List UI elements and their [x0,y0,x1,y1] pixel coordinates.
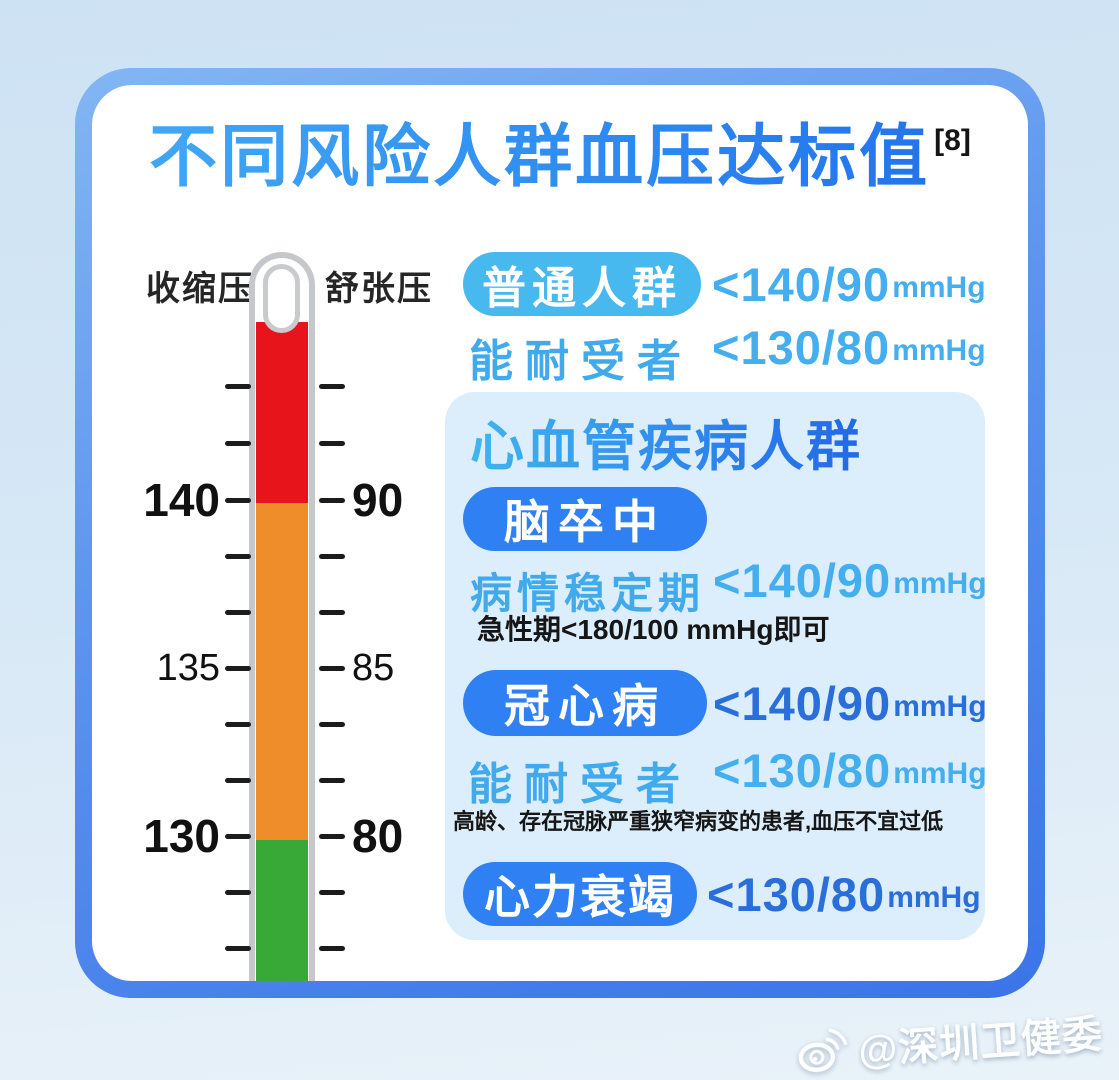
tick-mark [319,778,345,783]
value-unit: mmHg [892,271,986,304]
chd-caution-note: 高龄、存在冠脉严重狭窄病变的患者,血压不宜过低 [453,809,944,834]
heart-failure-value: <130/80 mmHg [707,862,981,926]
scale-systolic-135: 135 [156,647,220,689]
tick-mark [319,384,345,389]
systolic-label: 收缩压 [146,270,254,308]
general-tolerant-value: <130/80 mmHg [712,319,986,375]
stroke-stable-value: <140/90 mmHg [713,552,987,608]
tick-mark [225,722,251,727]
tick-mark [225,834,251,839]
thermometer-zone-normal [256,840,308,981]
value-number: <130/80 [707,867,886,921]
scale-systolic-140: 140 [143,474,220,526]
tick-mark [225,384,251,389]
value-number: <140/90 [713,553,892,607]
tick-mark [225,554,251,559]
value-unit: mmHg [893,690,987,723]
page-title-text: 不同风险人群血压达标值 [149,119,931,195]
reference-superscript: [8] [934,124,971,157]
thermometer-zone-high [256,322,308,503]
tick-mark [319,441,345,446]
tick-mark [319,722,345,727]
main-card-inner: 不同风险人群血压达标值 [8] 收缩压 舒张压 [92,85,1028,981]
watermark: @深圳卫健委 [794,1001,1104,1080]
heart-failure-pill: 心力衰竭 [463,862,697,926]
main-card: 不同风险人群血压达标值 [8] 收缩压 舒张压 [75,68,1045,998]
value-unit: mmHg [892,334,986,367]
value-unit: mmHg [893,757,987,790]
value-unit: mmHg [887,881,981,914]
tick-mark [319,890,345,895]
watermark-handle: @深圳卫健委 [856,1012,1105,1074]
thermometer-bulb-cap [263,264,300,333]
weibo-icon [798,1028,848,1073]
thermometer-zone-elevated [256,503,308,840]
chd-tolerant-value: <130/80 mmHg [713,742,987,798]
scale-diastolic-90: 90 [352,474,404,526]
tick-mark [319,554,345,559]
stroke-acute-note: 急性期<180/100 mmHg即可 [477,614,830,645]
tick-mark [319,498,345,503]
chd-pill: 冠心病 [463,670,707,736]
tick-mark [225,498,251,503]
tick-mark [319,946,345,951]
general-tolerant-label: 能耐受者 [469,337,693,386]
tick-mark [225,946,251,951]
cvd-panel: 心血管疾病人群 脑卒中 病情稳定期 <140/90 mmHg 急性期<180/10… [445,392,987,940]
scale-diastolic-85: 85 [352,647,395,689]
tick-mark [319,834,345,839]
scale-diastolic-80: 80 [352,810,404,862]
tick-mark [225,666,251,671]
diastolic-label: 舒张压 [325,270,433,308]
thermometer-tube [249,252,315,981]
chd-tolerant-label: 能耐受者 [468,760,692,809]
scale-systolic-130: 130 [143,810,220,862]
value-number: <130/80 [712,320,891,374]
tick-mark [319,610,345,615]
general-population-pill: 普通人群 [463,252,701,316]
value-unit: mmHg [893,567,987,600]
tick-mark [319,666,345,671]
value-number: <140/90 [713,676,892,730]
page-title: 不同风险人群血压达标值 [8] [92,101,1028,200]
chd-value: <140/90 mmHg [713,670,987,736]
general-population-value: <140/90 mmHg [712,252,986,316]
value-number: <140/90 [712,257,891,311]
tick-mark [225,441,251,446]
stroke-stable-label: 病情稳定期 [470,570,706,617]
tick-mark [225,610,251,615]
tick-mark [225,778,251,783]
value-number: <130/80 [713,743,892,797]
tick-mark [225,890,251,895]
stroke-pill: 脑卒中 [463,487,707,551]
cvd-panel-header: 心血管疾病人群 [470,402,862,481]
